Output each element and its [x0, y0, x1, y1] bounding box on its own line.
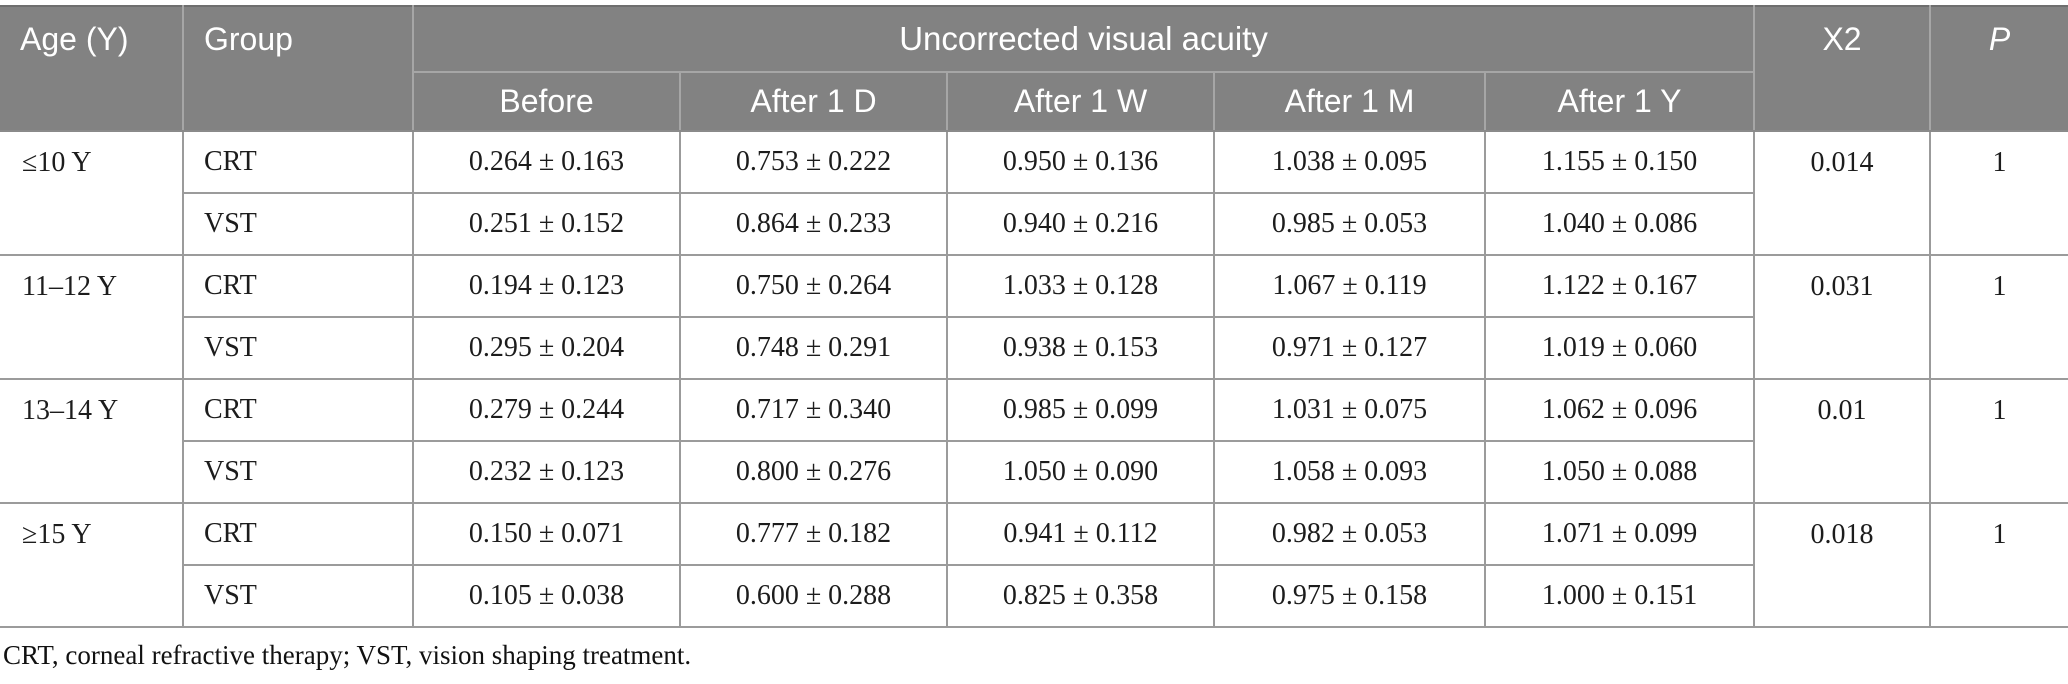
- x2-value-cell: 0.031: [1753, 254, 1931, 379]
- treatment-group-cell: VST: [182, 440, 413, 503]
- table-row: VST 0.105 ± 0.038 0.600 ± 0.288 0.825 ± …: [0, 564, 2068, 627]
- treatment-group-cell: VST: [182, 564, 413, 627]
- value-cell: 1.038 ± 0.095: [1213, 130, 1485, 193]
- value-cell: 0.753 ± 0.222: [679, 130, 947, 193]
- value-cell: 0.938 ± 0.153: [946, 316, 1214, 379]
- value-cell: 0.105 ± 0.038: [412, 564, 680, 627]
- value-cell: 1.071 ± 0.099: [1483, 502, 1755, 565]
- treatment-group-cell: VST: [182, 316, 413, 379]
- p-value-cell: 1: [1929, 130, 2068, 255]
- table-row: VST 0.232 ± 0.123 0.800 ± 0.276 1.050 ± …: [0, 440, 2068, 503]
- col-header-x2: X2: [1753, 6, 1931, 132]
- col-header-after-1w: After 1 W: [946, 72, 1214, 132]
- value-cell: 0.940 ± 0.216: [946, 192, 1214, 255]
- value-cell: 0.264 ± 0.163: [412, 130, 680, 193]
- table-row: VST 0.295 ± 0.204 0.748 ± 0.291 0.938 ± …: [0, 316, 2068, 379]
- table-row: ≥15 Y CRT 0.150 ± 0.071 0.777 ± 0.182 0.…: [0, 502, 2068, 627]
- value-cell: 1.067 ± 0.119: [1213, 254, 1485, 317]
- x2-value-cell: 0.018: [1753, 502, 1931, 627]
- value-cell: 1.122 ± 0.167: [1483, 254, 1755, 317]
- value-cell: 1.040 ± 0.086: [1483, 192, 1755, 255]
- col-header-before: Before: [412, 72, 680, 132]
- age-group-cell: ≤10 Y: [0, 130, 183, 255]
- value-cell: 0.748 ± 0.291: [679, 316, 947, 379]
- value-cell: 0.985 ± 0.053: [1213, 192, 1485, 255]
- col-header-after-1y: After 1 Y: [1483, 72, 1755, 132]
- age-group-cell: 13–14 Y: [0, 378, 183, 503]
- value-cell: 0.941 ± 0.112: [946, 502, 1214, 565]
- value-cell: 1.000 ± 0.151: [1483, 564, 1755, 627]
- p-value-cell: 1: [1929, 502, 2068, 627]
- col-header-after-1m: After 1 M: [1213, 72, 1485, 132]
- value-cell: 0.295 ± 0.204: [412, 316, 680, 379]
- table-row: VST 0.251 ± 0.152 0.864 ± 0.233 0.940 ± …: [0, 192, 2068, 255]
- value-cell: 0.232 ± 0.123: [412, 440, 680, 503]
- value-cell: 0.251 ± 0.152: [412, 192, 680, 255]
- value-cell: 0.194 ± 0.123: [412, 254, 680, 317]
- treatment-group-cell: VST: [182, 192, 413, 255]
- x2-value-cell: 0.01: [1753, 378, 1931, 503]
- col-header-p: P: [1929, 6, 2068, 132]
- table-footnote: CRT, corneal refractive therapy; VST, vi…: [3, 640, 692, 670]
- table-row: 13–14 Y CRT 0.279 ± 0.244 0.717 ± 0.340 …: [0, 378, 2068, 503]
- p-value-cell: 1: [1929, 378, 2068, 503]
- value-cell: 1.031 ± 0.075: [1213, 378, 1485, 441]
- treatment-group-cell: CRT: [182, 130, 413, 193]
- value-cell: 0.279 ± 0.244: [412, 378, 680, 441]
- treatment-group-cell: CRT: [182, 254, 413, 317]
- value-cell: 0.950 ± 0.136: [946, 130, 1214, 193]
- value-cell: 0.982 ± 0.053: [1213, 502, 1485, 565]
- value-cell: 1.058 ± 0.093: [1213, 440, 1485, 503]
- value-cell: 0.750 ± 0.264: [679, 254, 947, 317]
- col-header-after-1d: After 1 D: [679, 72, 947, 132]
- table-row: 11–12 Y CRT 0.194 ± 0.123 0.750 ± 0.264 …: [0, 254, 2068, 379]
- col-header-age: Age (Y): [0, 6, 183, 132]
- value-cell: 1.033 ± 0.128: [946, 254, 1214, 317]
- treatment-group-cell: CRT: [182, 378, 413, 441]
- age-group-cell: ≥15 Y: [0, 502, 183, 627]
- value-cell: 1.019 ± 0.060: [1483, 316, 1755, 379]
- value-cell: 0.150 ± 0.071: [412, 502, 680, 565]
- value-cell: 0.985 ± 0.099: [946, 378, 1214, 441]
- table-row: ≤10 Y CRT 0.264 ± 0.163 0.753 ± 0.222 0.…: [0, 130, 2068, 255]
- value-cell: 0.800 ± 0.276: [679, 440, 947, 503]
- col-header-group: Group: [182, 6, 413, 132]
- age-group-cell: 11–12 Y: [0, 254, 183, 379]
- value-cell: 0.717 ± 0.340: [679, 378, 947, 441]
- x2-value-cell: 0.014: [1753, 130, 1931, 255]
- treatment-group-cell: CRT: [182, 502, 413, 565]
- results-table: Age (Y) Group Uncorrected visual acuity …: [0, 5, 2068, 628]
- value-cell: 0.971 ± 0.127: [1213, 316, 1485, 379]
- value-cell: 1.050 ± 0.090: [946, 440, 1214, 503]
- value-cell: 0.777 ± 0.182: [679, 502, 947, 565]
- value-cell: 1.050 ± 0.088: [1483, 440, 1755, 503]
- value-cell: 0.600 ± 0.288: [679, 564, 947, 627]
- value-cell: 1.062 ± 0.096: [1483, 378, 1755, 441]
- value-cell: 0.864 ± 0.233: [679, 192, 947, 255]
- value-cell: 1.155 ± 0.150: [1483, 130, 1755, 193]
- p-value-cell: 1: [1929, 254, 2068, 379]
- value-cell: 0.975 ± 0.158: [1213, 564, 1485, 627]
- value-cell: 0.825 ± 0.358: [946, 564, 1214, 627]
- col-header-uncorrected-visual-acuity: Uncorrected visual acuity: [411, 6, 1755, 73]
